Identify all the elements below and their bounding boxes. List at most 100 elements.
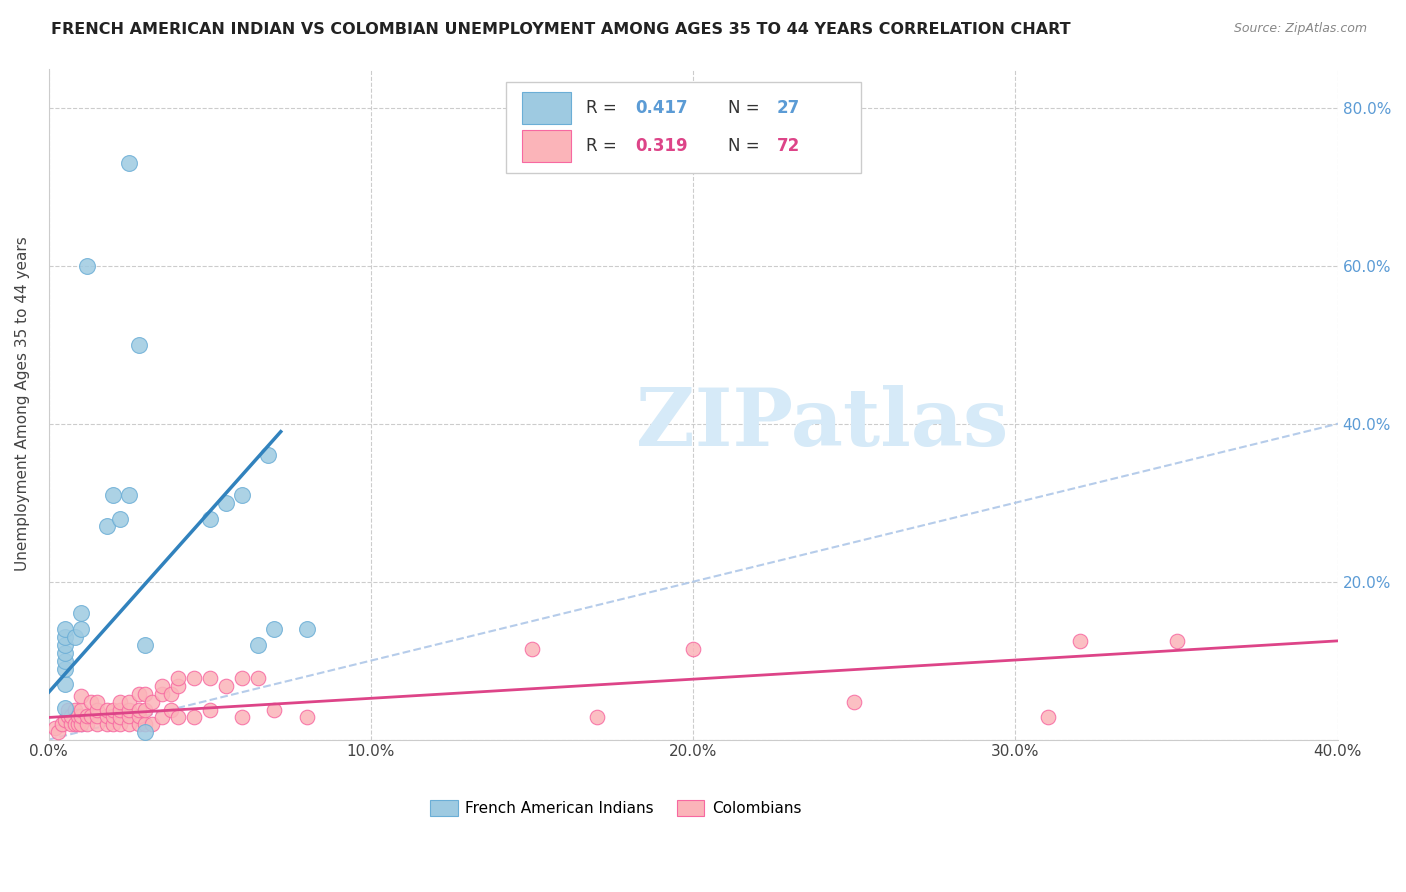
Point — [70, 689, 93, 703]
Legend: French American Indians, Colombians: French American Indians, Colombians — [425, 794, 807, 822]
Point — [70, 702, 93, 716]
Point — [63, 702, 86, 716]
Point — [141, 695, 163, 709]
Point — [215, 496, 238, 510]
Point — [51, 716, 73, 731]
Point — [48, 724, 70, 739]
Point — [150, 687, 173, 701]
Point — [118, 488, 141, 502]
Point — [76, 716, 98, 731]
Text: R =: R = — [586, 99, 623, 117]
Point — [141, 716, 163, 731]
Point — [86, 709, 108, 723]
Text: 0.417: 0.417 — [636, 99, 688, 117]
Point — [56, 709, 79, 723]
Point — [108, 716, 131, 731]
Text: 0.319: 0.319 — [636, 136, 688, 154]
Point — [198, 671, 221, 685]
Point — [118, 702, 141, 716]
Text: Source: ZipAtlas.com: Source: ZipAtlas.com — [1233, 22, 1367, 36]
Point — [96, 709, 118, 723]
Point — [520, 641, 543, 656]
Point — [263, 702, 285, 716]
Point — [128, 716, 150, 731]
Point — [103, 709, 125, 723]
Point — [134, 716, 156, 731]
Point — [66, 716, 89, 731]
Point — [53, 654, 76, 668]
Point — [70, 716, 93, 731]
Point — [96, 716, 118, 731]
Point — [160, 687, 183, 701]
Point — [295, 622, 318, 636]
Point — [134, 702, 156, 716]
Point — [79, 695, 101, 709]
Point — [166, 671, 188, 685]
Point — [198, 702, 221, 716]
Point — [108, 702, 131, 716]
Point — [103, 716, 125, 731]
Point — [70, 709, 93, 723]
Text: N =: N = — [728, 99, 765, 117]
Point — [247, 671, 270, 685]
Text: ZIPatlas: ZIPatlas — [636, 385, 1008, 463]
Point — [198, 511, 221, 525]
Point — [263, 622, 285, 636]
Point — [53, 713, 76, 727]
Point — [134, 687, 156, 701]
Point — [56, 702, 79, 716]
Point — [150, 710, 173, 724]
Point — [118, 709, 141, 723]
Point — [166, 679, 188, 693]
Point — [66, 709, 89, 723]
Point — [166, 710, 188, 724]
Point — [86, 716, 108, 731]
Point — [86, 695, 108, 709]
Point — [128, 687, 150, 701]
Point — [128, 709, 150, 723]
Point — [96, 519, 118, 533]
Point — [231, 710, 253, 724]
Point — [108, 511, 131, 525]
Point — [103, 488, 125, 502]
Point — [60, 709, 83, 723]
Point — [63, 716, 86, 731]
Point — [53, 661, 76, 675]
Text: N =: N = — [728, 136, 765, 154]
Point — [53, 630, 76, 644]
Point — [53, 622, 76, 636]
Point — [295, 710, 318, 724]
Point — [231, 671, 253, 685]
Point — [79, 709, 101, 723]
Bar — [522, 129, 571, 161]
Point — [86, 702, 108, 716]
Bar — [522, 92, 571, 124]
Y-axis label: Unemployment Among Ages 35 to 44 years: Unemployment Among Ages 35 to 44 years — [15, 236, 30, 572]
Point — [231, 488, 253, 502]
Point — [53, 677, 76, 691]
Point — [585, 710, 607, 724]
Point — [60, 716, 83, 731]
Point — [118, 695, 141, 709]
Point — [53, 701, 76, 715]
Point — [118, 156, 141, 170]
Point — [70, 622, 93, 636]
Point — [215, 679, 238, 693]
Point — [76, 709, 98, 723]
Point — [183, 671, 205, 685]
Point — [1069, 633, 1091, 648]
Text: 27: 27 — [778, 99, 800, 117]
Point — [53, 638, 76, 652]
Point — [128, 338, 150, 352]
Point — [108, 710, 131, 724]
Point — [103, 702, 125, 716]
Point — [44, 721, 66, 735]
Point — [70, 606, 93, 620]
Point — [118, 716, 141, 731]
Text: R =: R = — [586, 136, 623, 154]
Point — [134, 724, 156, 739]
Point — [63, 630, 86, 644]
Point — [1166, 633, 1188, 648]
FancyBboxPatch shape — [506, 82, 860, 172]
Point — [96, 702, 118, 716]
